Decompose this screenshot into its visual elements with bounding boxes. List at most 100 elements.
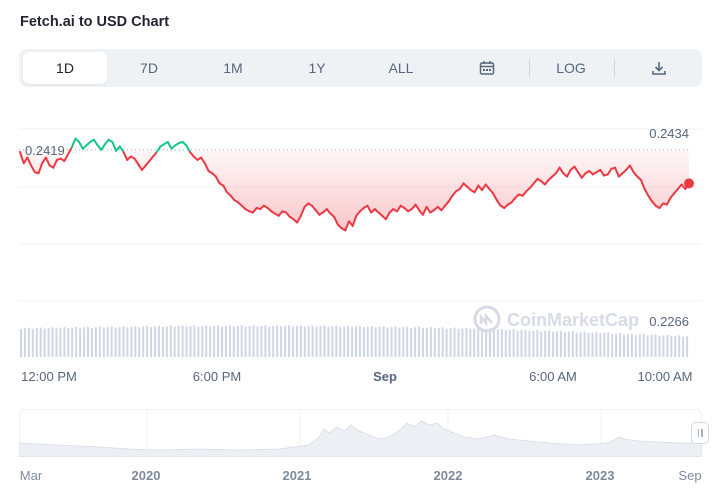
chart-title: Fetch.ai to USD Chart: [20, 14, 170, 30]
volume-bar: [552, 331, 555, 357]
volume-bar: [205, 325, 208, 357]
volume-bar: [559, 330, 562, 357]
volume-bar: [236, 325, 239, 357]
volume-bar: [481, 329, 484, 357]
price-line-segment: [351, 214, 358, 227]
volume-bar: [55, 328, 58, 357]
volume-bar: [579, 332, 582, 357]
volume-bar: [181, 325, 184, 357]
volume-bar: [221, 326, 223, 357]
download-icon[interactable]: [639, 52, 679, 84]
volume-bar: [366, 326, 369, 357]
volume-bar: [106, 327, 109, 357]
volume-bar: [327, 326, 330, 357]
tab-7d[interactable]: 7D: [140, 60, 158, 76]
volume-bar: [51, 327, 54, 357]
volume-bar: [347, 325, 350, 357]
price-line-segment: [599, 168, 605, 177]
price-line-segment: [566, 168, 572, 178]
volume-bar: [284, 325, 287, 357]
volume-bar: [165, 326, 168, 357]
price-chart[interactable]: CoinMarketCap 0.2434 0.2266 0.2419: [19, 107, 702, 359]
volume-bar: [228, 325, 231, 357]
x-tick-label: 6:00 AM: [529, 369, 577, 384]
volume-bar: [670, 336, 673, 357]
log-toggle[interactable]: LOG: [556, 60, 586, 76]
tab-all[interactable]: ALL: [388, 60, 414, 76]
range-navigator[interactable]: [18, 409, 703, 458]
volume-bar: [374, 327, 377, 357]
volume-bar: [252, 325, 255, 357]
volume-bar: [469, 329, 472, 357]
volume-bar: [98, 326, 101, 357]
tab-1m[interactable]: 1M: [223, 60, 243, 76]
price-line-segment: [70, 137, 77, 149]
volume-bar: [126, 327, 129, 357]
price-line-segment: [26, 156, 33, 167]
calendar-icon[interactable]: [467, 52, 507, 84]
price-line-segment: [384, 211, 391, 221]
volume-bar: [260, 325, 263, 357]
volume-bar: [102, 327, 105, 357]
watermark: CoinMarketCap: [473, 305, 639, 333]
volume-bar: [110, 326, 113, 357]
tab-1y[interactable]: 1Y: [308, 60, 326, 76]
price-line-segment: [111, 141, 118, 152]
volume-bar: [678, 335, 681, 357]
price-line-segment: [118, 145, 125, 153]
price-line-segment: [421, 205, 428, 216]
volume-bar: [465, 327, 468, 357]
volume-bar: [532, 330, 535, 357]
price-line-segment: [296, 214, 302, 224]
volume-bar: [575, 332, 578, 357]
watermark-text: CoinMarketCap: [507, 310, 639, 330]
volume-bar: [504, 330, 507, 357]
volume-bar: [114, 327, 117, 357]
price-line-segment: [640, 179, 646, 190]
volume-bar: [47, 328, 50, 357]
price-line-segment: [458, 182, 465, 190]
volume-bar: [264, 325, 267, 357]
tab-1d[interactable]: 1D: [23, 52, 107, 84]
price-line-segment: [643, 188, 650, 197]
x-tick-label: 6:00 PM: [192, 369, 242, 384]
volume-bar: [307, 326, 310, 357]
volume-bar: [567, 331, 570, 357]
volume-bar: [556, 331, 558, 357]
volume-bar: [666, 334, 669, 357]
price-line-segment: [44, 156, 51, 167]
volume-bar: [122, 326, 125, 357]
volume-bar: [339, 326, 342, 357]
price-line-segment: [481, 183, 487, 192]
volume-bar: [201, 326, 204, 357]
volume-bar: [197, 326, 200, 357]
volume-bar: [39, 327, 42, 357]
price-line-segment: [166, 141, 173, 150]
volume-bar: [280, 326, 283, 357]
volume-bar: [422, 328, 424, 357]
volume-bar: [449, 328, 452, 357]
range-handle[interactable]: [691, 422, 709, 444]
volume-bar: [173, 326, 176, 357]
volume-bar: [362, 327, 365, 357]
volume-bar: [445, 328, 448, 357]
price-line-segment: [344, 220, 350, 232]
volume-bar: [142, 326, 145, 357]
toolbar-divider: [614, 59, 615, 77]
volume-bar: [150, 327, 153, 357]
volume-bar: [185, 326, 188, 357]
volume-bar: [548, 330, 551, 357]
navigator-label: 2022: [433, 468, 463, 483]
volume-bar: [157, 325, 160, 357]
volume-bar: [508, 329, 511, 357]
volume-bar: [358, 325, 361, 357]
volume-bar: [595, 332, 598, 357]
volume-bar: [87, 326, 89, 357]
volume-bar: [516, 330, 519, 357]
volume-bar: [79, 328, 82, 357]
volume-bar: [646, 335, 649, 357]
volume-bar: [154, 326, 156, 357]
volume-bar: [418, 326, 421, 357]
volume-bar: [213, 326, 216, 357]
volume-bar: [429, 327, 432, 357]
